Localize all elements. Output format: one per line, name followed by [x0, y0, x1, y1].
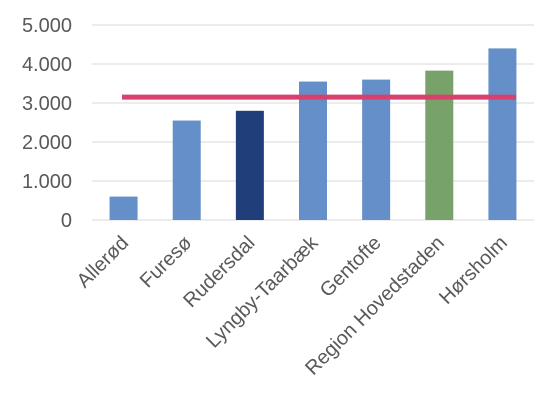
bar [362, 79, 391, 220]
x-tick-label: Lyngby-Taarbæk [202, 231, 323, 352]
bar [425, 70, 454, 220]
bar [172, 120, 201, 220]
x-tick-label: Hørsholm [435, 232, 512, 309]
bar [488, 48, 517, 221]
y-tick-label: 5.000 [22, 15, 72, 37]
bar [109, 196, 138, 220]
y-tick-label: 4.000 [22, 54, 72, 76]
x-axis-labels: Allerød FuresøRudersdalLyngby-TaarbækGent… [73, 231, 512, 379]
y-tick-label: 2.000 [22, 132, 72, 154]
x-tick-label: Furesø [136, 232, 196, 292]
x-tick-label: Allerød [73, 232, 133, 292]
y-tick-label: 1.000 [22, 171, 72, 193]
y-tick-label: 3.000 [22, 93, 72, 115]
y-tick-label: 0 [61, 210, 72, 232]
y-axis-ticks: 0 1.000 2.000 3.000 4.000 5.000 [22, 15, 72, 232]
bar [235, 110, 264, 220]
bar [299, 81, 327, 220]
bars [109, 48, 517, 221]
